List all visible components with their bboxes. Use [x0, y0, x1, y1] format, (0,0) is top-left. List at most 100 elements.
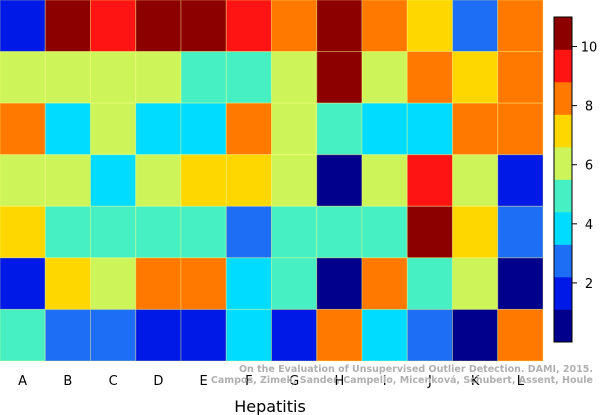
colorbar-segment	[554, 49, 572, 83]
x-tick-label: D	[153, 374, 163, 389]
heatmap-cell	[316, 102, 363, 156]
heatmap-cell	[90, 205, 137, 259]
heatmap-cell	[452, 102, 499, 156]
colorbar-tick-label: 4	[585, 218, 593, 233]
heatmap-cell	[316, 257, 363, 310]
heatmap-cell	[452, 0, 499, 53]
heatmap-cell	[90, 102, 137, 156]
heatmap-cell	[316, 308, 363, 362]
heatmap-cell	[316, 51, 363, 104]
heatmap-cell	[406, 308, 453, 362]
heatmap-cell	[271, 154, 318, 207]
heatmap-cell	[44, 308, 91, 362]
heatmap-cell	[452, 51, 499, 104]
heatmap-cell	[180, 308, 227, 362]
x-tick-label: J	[427, 374, 432, 389]
heatmap-cell	[135, 102, 182, 156]
heatmap-cell	[361, 308, 408, 362]
heatmap-cell	[180, 205, 227, 259]
heatmap-cell	[44, 257, 91, 310]
heatmap-cell	[452, 205, 499, 259]
colorbar-tick-label: 2	[585, 277, 593, 292]
heatmap-cell	[271, 102, 318, 156]
x-tick-label: E	[200, 374, 208, 389]
heatmap-cell	[180, 0, 227, 53]
heatmap-cell	[225, 308, 272, 362]
heatmap-cell	[90, 51, 137, 104]
watermark-line-1: On the Evaluation of Unsupervised Outlie…	[239, 364, 593, 375]
heatmap-cell	[406, 257, 453, 310]
x-axis-title: Hepatitis	[234, 397, 306, 415]
colorbar-segment	[554, 114, 572, 148]
colorbar-segment	[554, 277, 572, 310]
colorbar-tick-label: 8	[585, 100, 593, 115]
colorbar-tick-labels: 2 4 6 8 10	[572, 41, 597, 292]
heatmap-cell	[180, 102, 227, 156]
colorbar-tick-label: 10	[581, 41, 598, 56]
heatmap-cell	[0, 102, 46, 156]
heatmap-cell	[135, 257, 182, 310]
colorbar-segment	[554, 309, 572, 343]
x-tick-label: H	[334, 374, 344, 389]
x-tick-label: L	[517, 374, 525, 389]
heatmap-cell	[361, 0, 408, 53]
heatmap-cell	[497, 205, 544, 259]
heatmap-cell	[135, 205, 182, 259]
heatmap-cell	[497, 308, 544, 362]
heatmap-cell	[0, 205, 46, 259]
heatmap-cell	[225, 51, 272, 104]
heatmap-cell	[225, 154, 272, 207]
heatmap-cell	[316, 154, 363, 207]
colorbar-segment	[554, 212, 572, 245]
heatmap-cell	[44, 0, 91, 53]
heatmap-cell	[44, 205, 91, 259]
heatmap-cell	[497, 102, 544, 156]
heatmap-cell	[271, 0, 318, 53]
heatmap-cell	[271, 205, 318, 259]
heatmap-cell	[0, 154, 46, 207]
x-tick-label: F	[245, 374, 252, 389]
heatmap-cell	[316, 205, 363, 259]
heatmap-cell	[361, 257, 408, 310]
heatmap-cell	[90, 257, 137, 310]
heatmap-cell	[135, 51, 182, 104]
heatmap-cell	[180, 51, 227, 104]
heatmap-cell	[135, 0, 182, 53]
heatmap-cell	[180, 154, 227, 207]
heatmap-cell	[90, 154, 137, 207]
heatmap-cell	[271, 51, 318, 104]
heatmap-cell	[180, 257, 227, 310]
heatmap-cell	[316, 0, 363, 53]
x-tick-labels: A B C D E F G H I J K L	[18, 374, 525, 389]
heatmap-cell	[0, 308, 46, 362]
x-tick-label: G	[289, 374, 299, 389]
heatmap-cell	[0, 257, 46, 310]
heatmap-cell	[497, 0, 544, 53]
colorbar-segment	[554, 179, 572, 213]
heatmap-cell	[406, 51, 453, 104]
watermark-line-2: Campos, Zimek, Sander, Campello, Micenko…	[211, 375, 593, 386]
heatmap-cell	[497, 257, 544, 310]
heatmap-cell	[135, 308, 182, 362]
heatmap-cell	[406, 205, 453, 259]
heatmap-cell	[44, 51, 91, 104]
heatmap-cell	[497, 154, 544, 207]
colorbar	[553, 16, 573, 343]
colorbar-frame	[553, 16, 573, 343]
heatmap-cell	[271, 257, 318, 310]
heatmap-cell	[225, 205, 272, 259]
colorbar-segment	[554, 17, 572, 50]
heatmap-cells	[0, 0, 544, 362]
x-tick-label: K	[471, 374, 480, 389]
heatmap-cell	[90, 0, 137, 53]
heatmap-cell	[44, 154, 91, 207]
heatmap-cell	[452, 257, 499, 310]
colorbar-segment	[554, 147, 572, 180]
heatmap-cell	[135, 154, 182, 207]
colorbar-segment	[554, 82, 572, 115]
heatmap-cell	[0, 51, 46, 104]
heatmap-cell	[497, 51, 544, 104]
colorbar-segment	[554, 244, 572, 278]
heatmap-cell	[406, 102, 453, 156]
heatmap-cell	[452, 154, 499, 207]
